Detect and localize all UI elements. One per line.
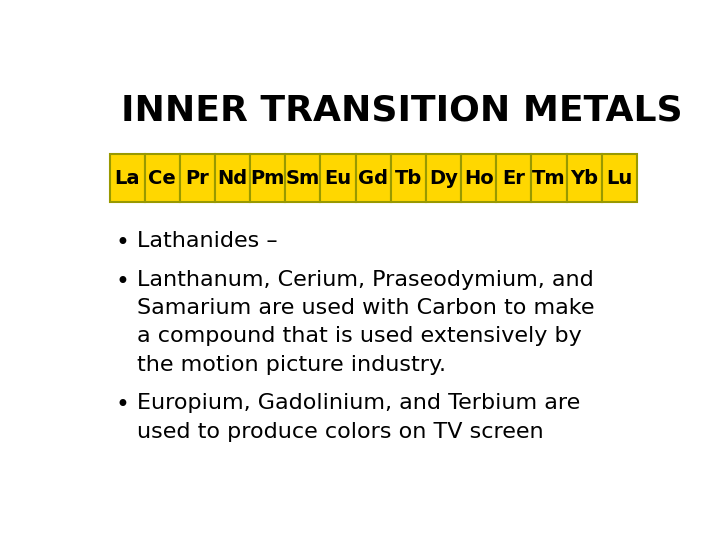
Bar — [180, 154, 215, 202]
Text: Tb: Tb — [395, 168, 422, 187]
Text: Ce: Ce — [148, 168, 176, 187]
Text: Pr: Pr — [186, 168, 210, 187]
Bar — [320, 154, 356, 202]
Bar — [215, 154, 250, 202]
Text: INNER TRANSITION METALS: INNER TRANSITION METALS — [121, 94, 683, 128]
Text: Europium, Gadolinium, and Terbium are: Europium, Gadolinium, and Terbium are — [138, 393, 581, 413]
Text: Gd: Gd — [358, 168, 388, 187]
Bar — [356, 154, 391, 202]
Text: •: • — [115, 393, 129, 417]
Text: Er: Er — [503, 168, 525, 187]
Bar — [145, 154, 180, 202]
Text: Pm: Pm — [251, 168, 285, 187]
Bar — [461, 154, 496, 202]
Text: Eu: Eu — [325, 168, 351, 187]
Bar — [109, 154, 145, 202]
Text: a compound that is used extensively by: a compound that is used extensively by — [138, 326, 582, 346]
Bar — [567, 154, 602, 202]
Text: Lathanides –: Lathanides – — [138, 231, 278, 251]
Text: Ho: Ho — [464, 168, 493, 187]
Bar — [426, 154, 461, 202]
Text: Lu: Lu — [606, 168, 632, 187]
Bar — [285, 154, 320, 202]
Text: Yb: Yb — [570, 168, 598, 187]
Text: Samarium are used with Carbon to make: Samarium are used with Carbon to make — [138, 298, 595, 318]
Text: Dy: Dy — [429, 168, 458, 187]
Text: Lanthanum, Cerium, Praseodymium, and: Lanthanum, Cerium, Praseodymium, and — [138, 270, 594, 290]
Text: La: La — [114, 168, 140, 187]
Text: Nd: Nd — [217, 168, 248, 187]
Bar — [250, 154, 285, 202]
Text: •: • — [115, 231, 129, 255]
Text: •: • — [115, 270, 129, 294]
Text: the motion picture industry.: the motion picture industry. — [138, 355, 446, 375]
Bar — [602, 154, 637, 202]
Text: used to produce colors on TV screen: used to produce colors on TV screen — [138, 422, 544, 442]
Text: Sm: Sm — [286, 168, 320, 187]
Text: Tm: Tm — [532, 168, 566, 187]
Bar — [531, 154, 567, 202]
Bar — [496, 154, 531, 202]
Bar — [391, 154, 426, 202]
